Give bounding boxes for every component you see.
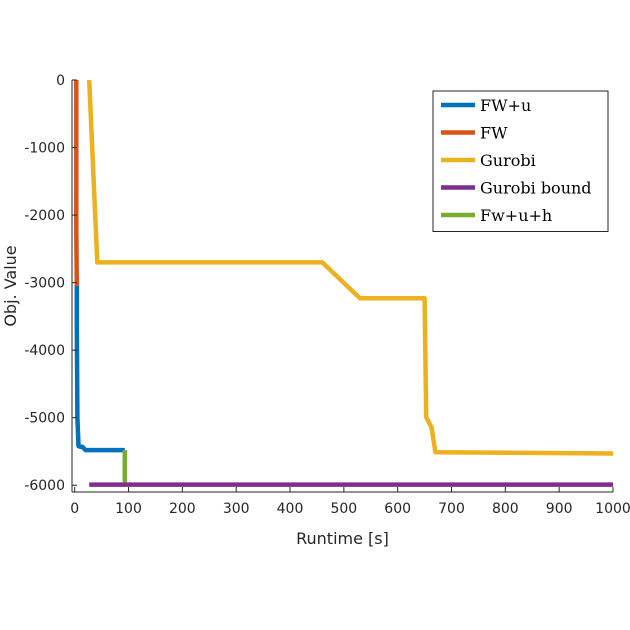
x-tick-label: 300 — [223, 501, 250, 517]
y-tick-label: 0 — [56, 73, 65, 89]
x-tick-label: 0 — [70, 501, 79, 517]
legend-label: Fw+u+h — [480, 206, 552, 225]
y-tick-label: -3000 — [24, 276, 65, 292]
x-tick-label: 900 — [546, 501, 573, 517]
y-axis-title: Obj. Value — [1, 245, 20, 326]
x-ticks: 0 100 200 300 400 500 600 700 800 900 1000 — [70, 487, 630, 517]
series-line-1 — [74, 286, 126, 453]
x-tick-label: 600 — [384, 501, 411, 517]
y-tick-label: -5000 — [24, 411, 65, 427]
legend-label: Gurobi bound — [480, 179, 592, 198]
y-tick-label: -2000 — [24, 208, 65, 224]
x-tick-label: 1000 — [595, 501, 630, 517]
series-line-2 — [74, 80, 80, 287]
legend-label: FW — [480, 124, 508, 143]
x-tick-label: 500 — [330, 501, 357, 517]
x-tick-label: 200 — [169, 501, 196, 517]
series-line-3 — [86, 79, 614, 456]
legend-label: FW+u — [480, 96, 531, 115]
x-tick-label: 400 — [277, 501, 304, 517]
y-tick-label: -4000 — [24, 343, 65, 359]
y-tick-label: -1000 — [24, 141, 65, 157]
x-tick-label: 700 — [438, 501, 465, 517]
x-axis-title: Runtime [s] — [296, 529, 389, 548]
legend: FW+u FW Gurobi Gurobi bound Fw+u+h — [432, 90, 609, 232]
series-layer — [74, 79, 614, 487]
legend-label: Gurobi — [480, 151, 536, 170]
y-ticks: 0 -1000 -2000 -3000 -4000 -5000 -6000 — [24, 73, 77, 494]
x-tick-label: 800 — [492, 501, 519, 517]
y-tick-label: -6000 — [24, 478, 65, 494]
axes — [71, 80, 613, 493]
x-tick-label: 100 — [115, 501, 142, 517]
